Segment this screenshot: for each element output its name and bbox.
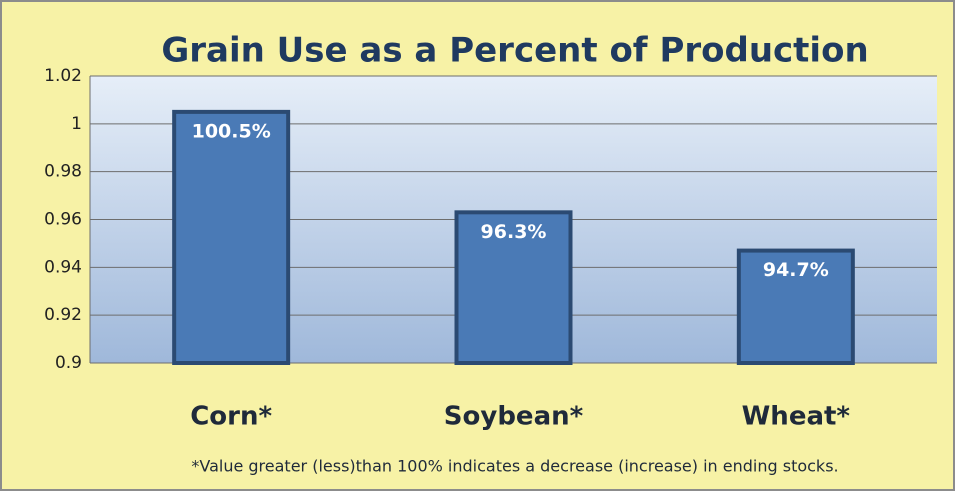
chart-title: Grain Use as a Percent of Production: [161, 31, 868, 71]
y-tick-label: 1.02: [44, 66, 82, 86]
annotation: *Value greater (less)than 100% indicates…: [191, 457, 838, 476]
bar: [454, 210, 573, 365]
y-tick-label: 0.98: [44, 162, 82, 182]
value-label: 94.7%: [763, 259, 829, 281]
y-tick-label: 0.96: [44, 210, 82, 230]
y-tick-label: 0.92: [44, 305, 82, 325]
x-tick-label: Wheat*: [742, 402, 851, 432]
x-tick-label: Corn*: [190, 402, 272, 432]
y-tick-label: 0.94: [44, 257, 82, 277]
x-tick-label: Soybean*: [444, 402, 584, 432]
value-label: 96.3%: [481, 221, 547, 243]
bar: [736, 248, 855, 365]
bar: [172, 109, 291, 365]
y-tick-label: 1: [71, 114, 82, 134]
y-tick-label: 0.9: [55, 353, 82, 373]
value-label: 100.5%: [192, 120, 271, 142]
